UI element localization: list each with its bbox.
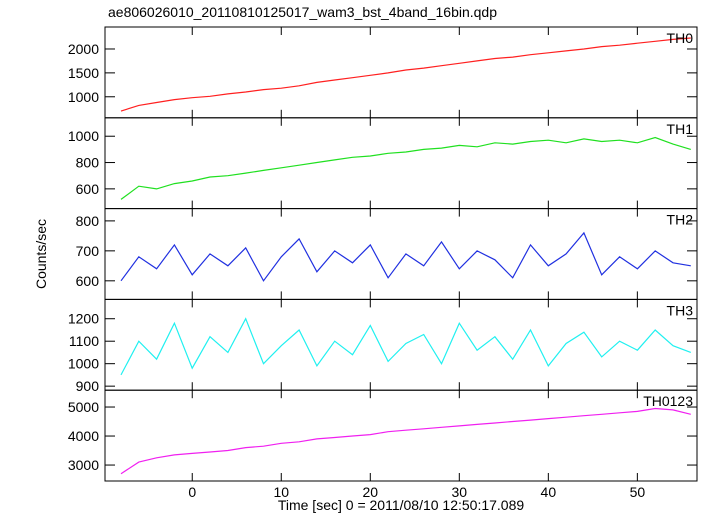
panel-frame	[104, 298, 698, 391]
chart-title: ae806026010_20110810125017_wam3_bst_4ban…	[108, 4, 497, 20]
y-tick-label: 1100	[69, 333, 99, 349]
legend-label: TH0123	[643, 393, 693, 409]
x-axis-label: Time [sec] 0 = 2011/08/10 12:50:17.089	[278, 497, 525, 513]
legend-label: TH0	[667, 30, 694, 46]
legend-label: TH3	[667, 302, 694, 318]
data-line	[120, 37, 691, 112]
data-line	[120, 231, 691, 282]
y-tick-label: 2000	[68, 41, 99, 57]
x-tick-label: 20	[362, 484, 378, 500]
y-tick-label: 3000	[68, 457, 99, 473]
y-tick-label: 800	[76, 213, 100, 229]
x-tick-label: 40	[541, 484, 557, 500]
y-tick-label: 5000	[68, 399, 99, 415]
data-line	[120, 407, 691, 475]
x-tick-label: 10	[273, 484, 289, 500]
x-tick-label: 50	[630, 484, 646, 500]
panel-frame	[104, 389, 698, 482]
y-tick-label: 1500	[68, 65, 99, 81]
y-tick-label: 600	[76, 181, 100, 197]
x-tick-label: 0	[188, 484, 196, 500]
y-tick-label: 800	[76, 155, 100, 171]
panel-frame	[104, 26, 698, 119]
y-tick-label: 700	[76, 243, 100, 259]
y-tick-label: 4000	[68, 428, 99, 444]
panel-frame	[104, 208, 698, 300]
y-tick-label: 600	[76, 273, 100, 289]
data-line	[120, 317, 692, 376]
y-tick-label: 1000	[68, 356, 99, 372]
y-tick-label: 900	[76, 378, 100, 394]
y-tick-label: 1000	[68, 128, 99, 144]
legend-label: TH1	[667, 121, 694, 137]
legend-label: TH2	[667, 212, 694, 228]
data-line	[120, 136, 691, 200]
y-axis-label: Counts/sec	[33, 219, 49, 289]
panel-frame	[104, 117, 698, 210]
y-tick-label: 1200	[68, 311, 99, 327]
x-tick-label: 30	[452, 484, 468, 500]
y-tick-label: 1000	[68, 89, 99, 105]
